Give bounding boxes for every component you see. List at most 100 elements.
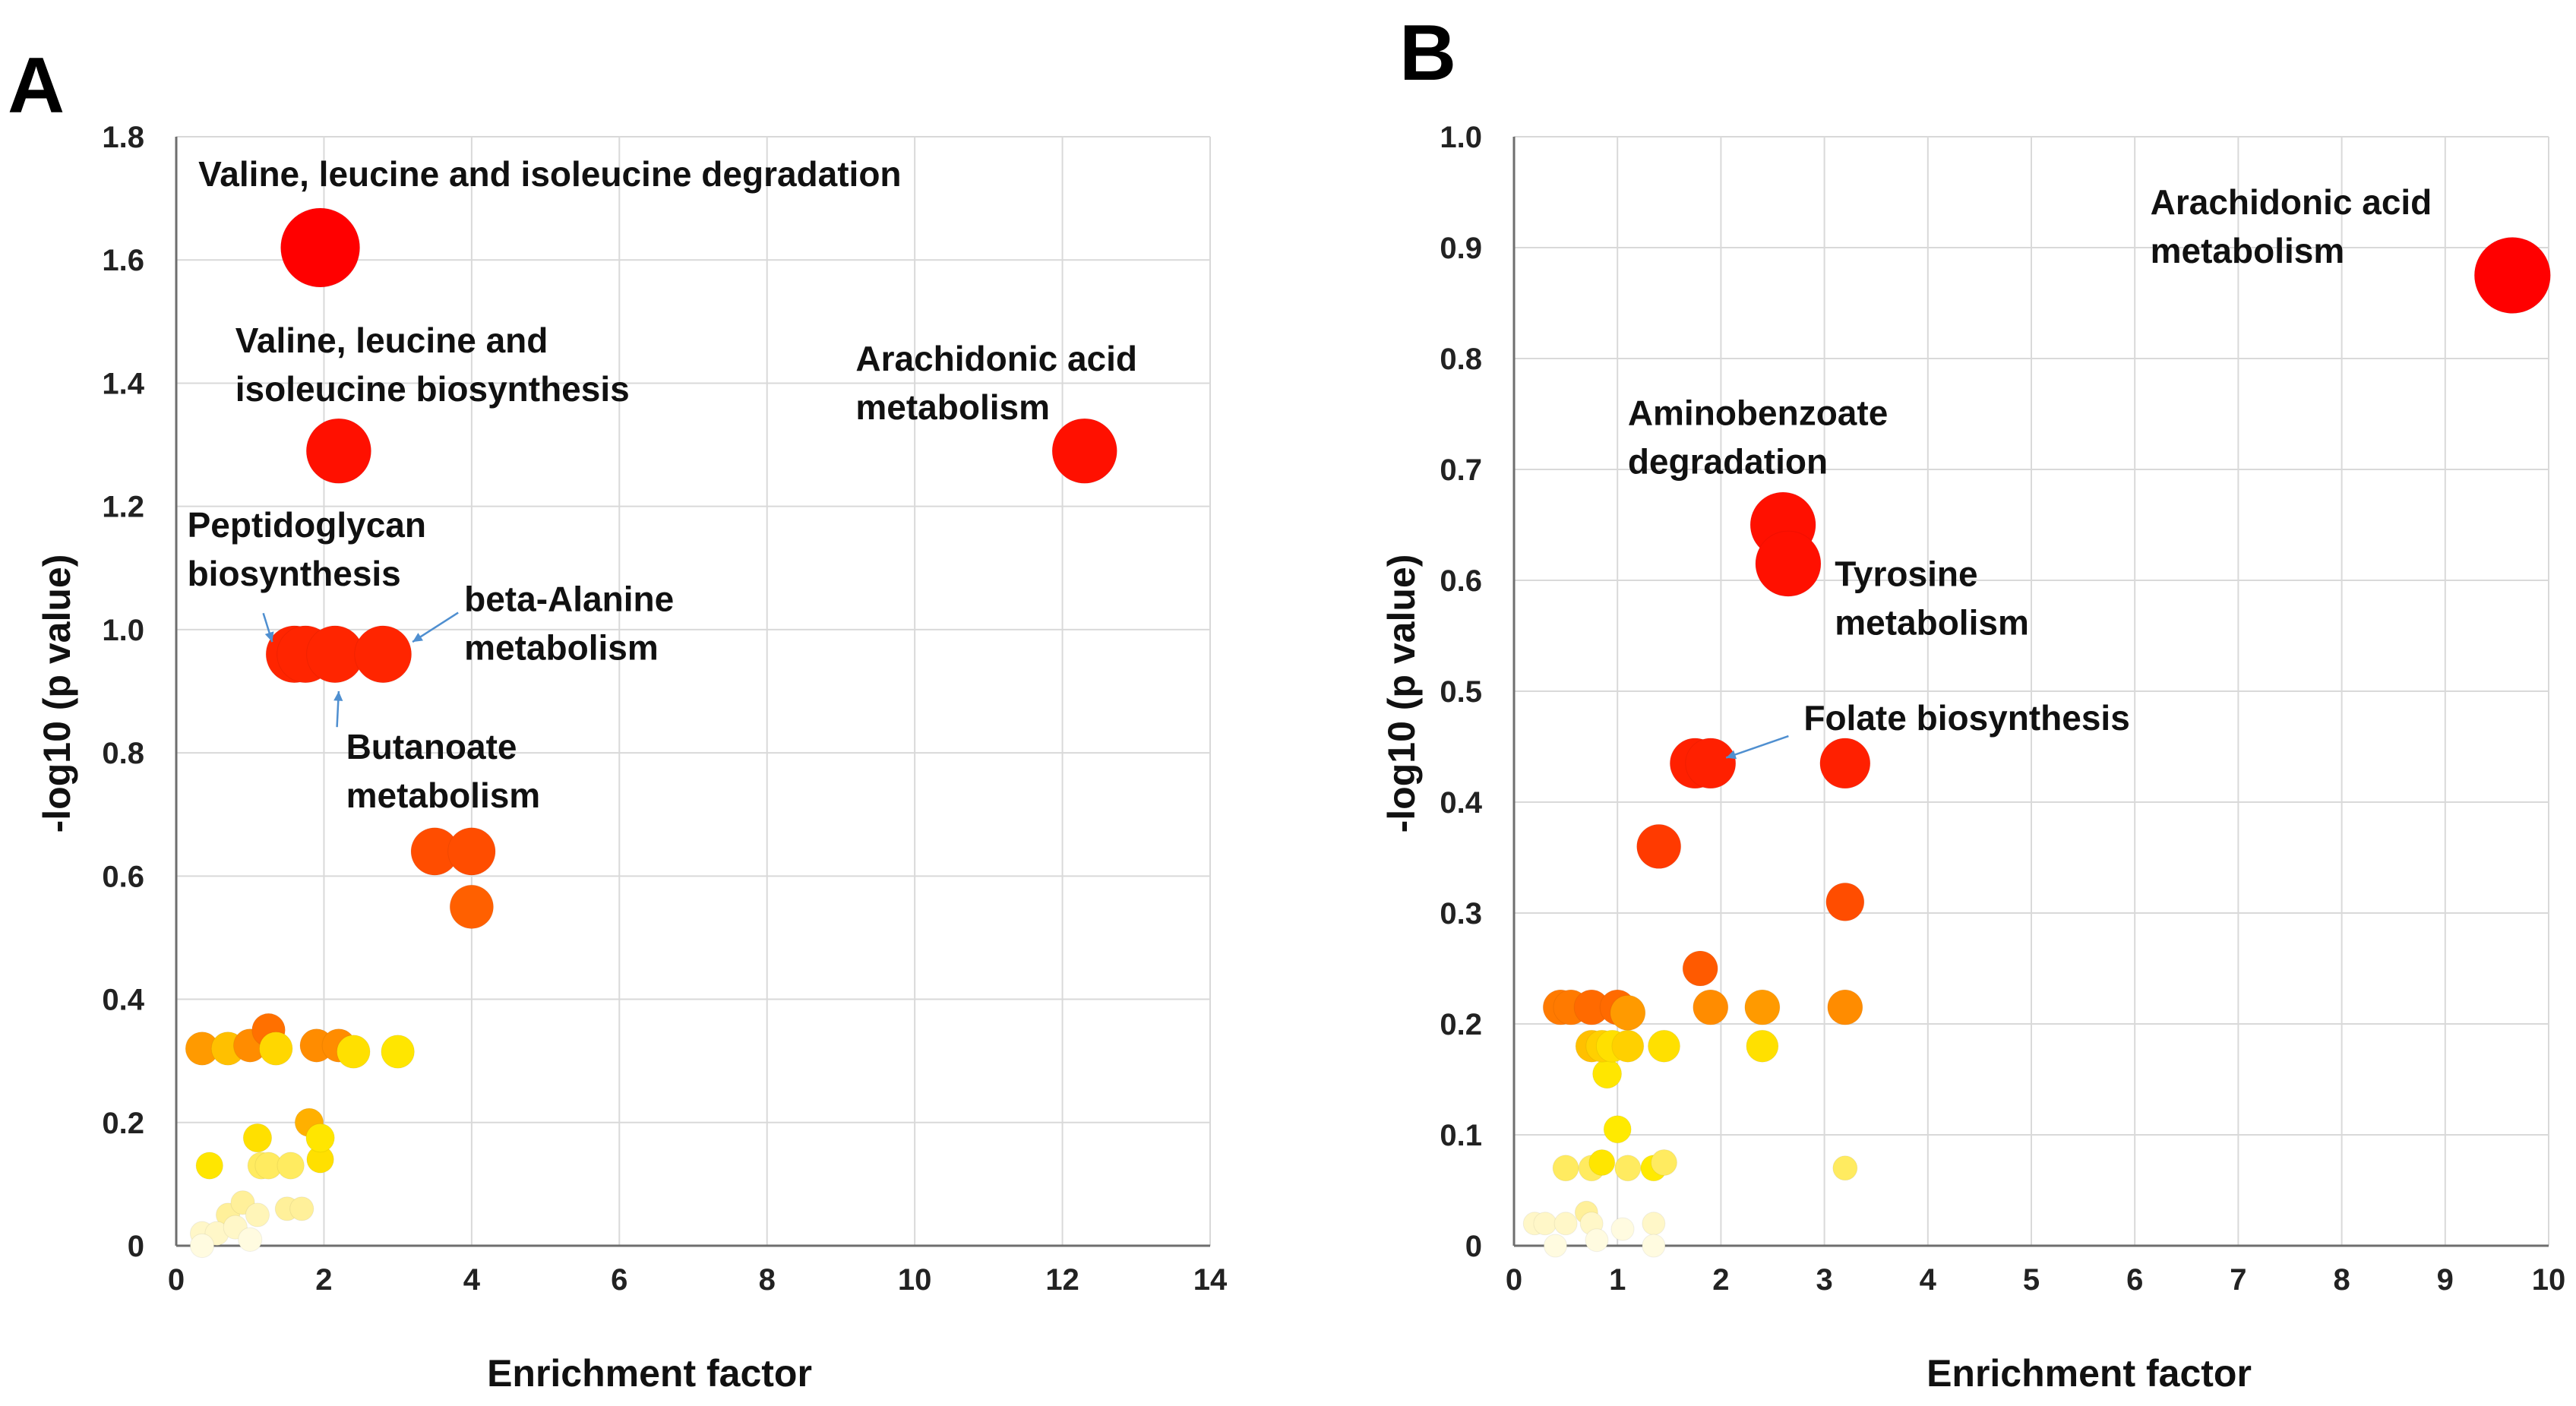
panel-b-annotation-label: Arachidonic acid metabolism — [2151, 182, 2432, 270]
panel-b-data-point — [1533, 1212, 1557, 1236]
panel-b-data-point — [1832, 1155, 1858, 1181]
panel-b-data-point — [1603, 1115, 1632, 1144]
panel-b-data-point — [1592, 1059, 1623, 1089]
panel-a-y-tick-label: 0.2 — [102, 1107, 144, 1140]
panel-a-y-tick-label: 1.8 — [102, 121, 144, 154]
panel-b-ticks: 0 1 2 3 4 5 6 7 8 9 10 0 0.1 0.2 0.3 0.4 0.5 0.6 0.7 0.8 0.9… — [1440, 121, 2565, 1297]
panel-b-annotation-line: Tyrosine — [1835, 554, 1977, 593]
panel-a-data-point — [1051, 418, 1117, 484]
panel-b-x-axis-label: Enrichment factor — [1926, 1352, 2252, 1395]
panel-b-data-point — [1552, 1155, 1579, 1182]
panel-a-points — [185, 207, 1117, 1259]
panel-b-y-tick-label: 0 — [1465, 1230, 1482, 1263]
panel-a-annotation-label: Valine, leucine and isoleucine biosynthes… — [235, 321, 630, 409]
panel-b-annotation-line: metabolism — [2151, 231, 2345, 270]
panel-b-data-point — [1825, 882, 1865, 921]
panel-b-annotation-line: metabolism — [1835, 602, 2029, 642]
panel-b-annotation-arrowhead — [1726, 750, 1737, 760]
panel-a-data-point — [280, 207, 361, 288]
panel-b-x-tick-label: 4 — [1920, 1263, 1937, 1297]
panel-b-points — [1522, 237, 2551, 1258]
panel-a-annotation-line: Valine, leucine and isoleucine degradati… — [198, 154, 901, 194]
panel-a-data-point — [242, 1123, 273, 1153]
panel-a-x-tick-label: 4 — [463, 1263, 481, 1297]
panel-a-annotation-arrowhead — [264, 631, 274, 643]
panel-b-x-tick-label: 6 — [2126, 1263, 2143, 1297]
panel-a-data-point — [189, 1233, 215, 1259]
panel-a-y-tick-label: 1.4 — [102, 367, 144, 400]
panel-b-y-tick-label: 0.8 — [1440, 343, 1482, 376]
panel-a-y-tick-label: 0 — [128, 1230, 144, 1263]
panel-a-data-point — [245, 1202, 270, 1227]
panel-b-data-point — [1744, 989, 1781, 1025]
panel-b-data-point — [1588, 1149, 1616, 1176]
panel-b-y-tick-label: 0.7 — [1440, 453, 1482, 487]
panel-b-data-point — [1585, 1228, 1609, 1253]
panel-b-data-point — [1642, 1212, 1666, 1236]
panel-a-ticks: 0 2 4 6 8 10 12 14 0 0.2 0.4 0.6 0.8 1.0 1.2 1.4 1.6 1.8 — [102, 121, 1228, 1297]
panel-b-data-point — [1650, 1149, 1677, 1176]
panel-a-y-tick-label: 1.2 — [102, 491, 144, 524]
panel-a-data-point — [305, 1123, 335, 1153]
panel-b-data-point — [1693, 989, 1729, 1025]
panel-a-y-tick-label: 0.8 — [102, 737, 144, 770]
panel-b-y-axis-label: -log10 (p value) — [1380, 555, 1423, 833]
panel-b-x-tick-label: 10 — [2532, 1263, 2566, 1297]
panel-a-annotation-label: Arachidonic acid metabolism — [855, 339, 1137, 427]
panel-a-y-tick-label: 0.6 — [102, 860, 144, 893]
panel-b-y-tick-label: 0.4 — [1440, 786, 1482, 820]
panel-b-data-point — [1682, 950, 1718, 987]
panel-a-annotation-label: Peptidoglycan biosynthesis — [188, 505, 426, 593]
panel-b-data-point — [1755, 530, 1822, 597]
panel-b-annotation-line: degradation — [1628, 442, 1828, 482]
panel-b-annotation-label: Folate biosynthesis — [1803, 698, 2129, 738]
panel-b-data-point — [1642, 1234, 1666, 1258]
panel-a-annotation-line: biosynthesis — [188, 554, 401, 593]
panel-a-annotation-line: Peptidoglycan — [188, 505, 426, 545]
panel-a-annotation-arrowhead — [412, 633, 423, 643]
panel-a-x-tick-label: 12 — [1045, 1263, 1079, 1297]
panel-a-axes — [175, 137, 1210, 1247]
panel-a-data-point — [238, 1227, 263, 1252]
panel-b-x-tick-label: 3 — [1816, 1263, 1832, 1297]
panel-b-y-tick-label: 0.9 — [1440, 232, 1482, 265]
panel-b-data-point — [1610, 1217, 1635, 1241]
panel-b-y-tick-label: 0.6 — [1440, 564, 1482, 598]
panel-b-letter: B — [1399, 9, 1456, 97]
panel-b-annotations: Arachidonic acid metabolism Aminobenzoate d… — [1628, 182, 2432, 760]
panel-b-y-tick-label: 0.2 — [1440, 1008, 1482, 1041]
panel-a-y-tick-label: 1.6 — [102, 244, 144, 277]
panel-b-data-point — [1543, 1234, 1567, 1258]
panel-a-annotation-line: Butanoate — [346, 727, 517, 766]
panel-a-x-tick-label: 10 — [898, 1263, 932, 1297]
panel-b-annotation-line: Folate biosynthesis — [1803, 698, 2129, 738]
panel-a-y-axis-label: -log10 (p value) — [36, 555, 78, 833]
panel-a-annotation-label: Valine, leucine and isoleucine degradati… — [198, 154, 901, 194]
panel-a-annotation-label: beta-Alanine metabolism — [464, 580, 674, 668]
panel-a-x-axis-label: Enrichment factor — [487, 1352, 812, 1395]
panel-a-x-tick-label: 0 — [168, 1263, 185, 1297]
panel-b-data-point — [1647, 1029, 1680, 1063]
panel-b-annotation-arrow — [1725, 735, 1789, 759]
panel-a-chart: A 0 2 4 6 8 10 12 14 0 0.2 0.4 0.6 0.8 1.0 1.2 1.4 1.6 1.… — [8, 42, 1228, 1395]
panel-a-data-point — [354, 625, 412, 684]
panel-a-data-point — [195, 1152, 223, 1180]
panel-b-x-tick-label: 2 — [1712, 1263, 1729, 1297]
panel-b-data-point — [1746, 1029, 1779, 1063]
panel-a-annotation-line: metabolism — [855, 387, 1050, 427]
panel-b-y-tick-label: 0.3 — [1440, 897, 1482, 930]
panel-a-x-tick-label: 2 — [315, 1263, 332, 1297]
panel-b-y-tick-label: 0.5 — [1440, 675, 1482, 709]
panel-b-data-point — [1827, 989, 1863, 1025]
panel-b-annotation-label: Tyrosine metabolism — [1835, 554, 2029, 642]
panel-b-data-point — [1611, 1029, 1645, 1063]
panel-a-letter: A — [8, 42, 65, 130]
panel-a-annotation-line: Arachidonic acid — [855, 339, 1137, 378]
panel-a-data-point — [449, 884, 494, 929]
panel-a-y-tick-label: 0.4 — [102, 984, 144, 1017]
panel-b-x-tick-label: 7 — [2230, 1263, 2246, 1297]
panel-b-chart: B 0 1 2 3 4 5 6 7 8 9 1000.10.20.30.40.50.60.70.80… — [1380, 9, 2565, 1395]
panel-a-data-point — [305, 418, 371, 484]
panel-b-x-tick-label: 5 — [2023, 1263, 2040, 1297]
